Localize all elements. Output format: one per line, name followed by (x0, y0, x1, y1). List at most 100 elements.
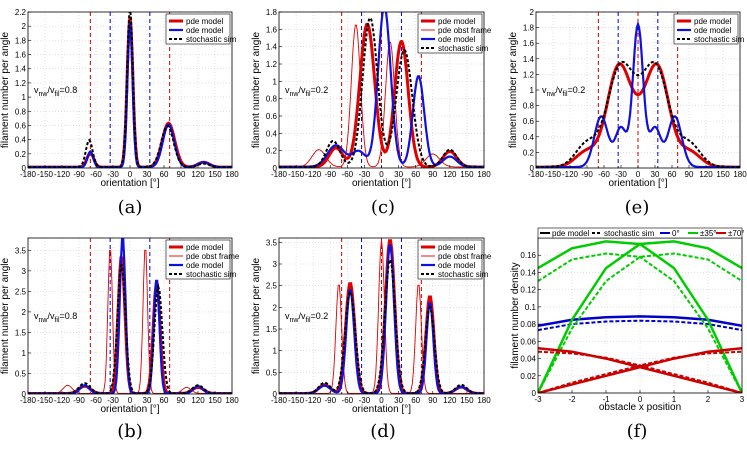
x-tick-label: 60 (160, 396, 169, 405)
x-tick-label: -3 (534, 395, 542, 404)
panel-caption: (a) (118, 197, 143, 218)
x-tick-label: -120 (54, 396, 71, 405)
x-tick-label: 90 (428, 396, 437, 405)
y-tick-label: 2 (22, 22, 27, 31)
x-tick-label: 30 (651, 170, 660, 179)
panel-f: -3 -2 -1 0 1 2 3 0 0.02 0.04 0.06 0.08 0.1 0.12 0.14 0.… (510, 227, 745, 442)
legend-label: stochastic sim (186, 35, 237, 44)
y-tick-label: 0.1 (525, 303, 537, 312)
x-tick-label: -30 (107, 396, 119, 405)
legend-label: pde model (552, 229, 590, 238)
x-tick-label: -120 (562, 170, 579, 179)
x-tick-label: 0 (636, 170, 641, 179)
y-tick-label: 0 (530, 164, 535, 173)
x-axis-label: orientation [°] (352, 178, 411, 189)
panel-c: -180 -150 -120 -90 -60 -30 0 30 60 90 120 150 180 0 0.… (251, 8, 492, 218)
legend-label: pde model (186, 243, 224, 252)
y-tick-label: 1.6 (15, 51, 27, 60)
y-tick-label: 2 (530, 8, 535, 17)
series-line (538, 346, 742, 393)
legend-label: pde obst frame (186, 252, 240, 261)
x-tick-label: -90 (324, 396, 336, 405)
y-tick-label: 1.4 (523, 55, 535, 64)
y-tick-label: 0.2 (15, 150, 27, 159)
y-tick-label: 3.5 (266, 238, 278, 247)
x-tick-label: -150 (545, 170, 562, 179)
x-axis-label: orientation [°] (352, 404, 411, 415)
y-tick-label: 1.8 (266, 8, 278, 17)
legend-label: pde obst frame (438, 252, 492, 261)
y-tick-label: 1.4 (15, 65, 27, 74)
x-tick-label: 150 (208, 396, 222, 405)
y-axis-label: filament number per angle (0, 257, 11, 374)
y-tick-label: 1.2 (266, 60, 278, 69)
x-tick-label: 0 (128, 396, 133, 405)
y-tick-label: 1.8 (15, 36, 27, 45)
x-tick-label: 150 (460, 170, 474, 179)
x-tick-label: 150 (716, 170, 730, 179)
x-tick-label: -60 (90, 170, 102, 179)
y-tick-label: 0.08 (520, 320, 536, 329)
y-tick-label: 0.4 (523, 133, 535, 142)
panel-caption: (c) (371, 197, 395, 218)
panel-e: -180 -150 -120 -90 -60 -30 0 30 60 90 120 150 180 0 0.… (508, 8, 747, 218)
x-tick-label: 120 (191, 170, 205, 179)
legend-label: ±35° (700, 229, 717, 238)
y-tick-label: 0 (273, 390, 278, 399)
panel-caption: (e) (625, 197, 650, 218)
y-tick-label: 0 (22, 390, 27, 399)
y-tick-label: 1.8 (523, 24, 535, 33)
y-tick-label: 0.2 (266, 147, 278, 156)
legend-box (537, 227, 743, 239)
y-tick-label: 0.8 (15, 107, 27, 116)
y-tick-label: 1.4 (266, 43, 278, 52)
x-tick-label: 180 (225, 396, 239, 405)
y-tick-label: 2.5 (15, 287, 27, 296)
y-axis-label: filament number per angle (251, 257, 262, 374)
series-stochastic-sim (28, 264, 232, 394)
y-tick-label: 1.2 (15, 79, 27, 88)
y-tick-label: 1.6 (266, 25, 278, 34)
panel-caption: (b) (117, 421, 143, 442)
x-tick-label: -180 (271, 170, 288, 179)
y-tick-label: 0 (22, 164, 27, 173)
x-tick-label: -30 (359, 396, 371, 405)
y-tick-label: 0.14 (520, 268, 536, 277)
y-tick-label: 0.5 (15, 369, 27, 378)
x-tick-label: -180 (20, 396, 37, 405)
velocity-ratio-annotation: vnw/vfil=0.8 (34, 311, 77, 324)
y-tick-label: 0.4 (266, 129, 278, 138)
y-tick-label: 0.16 (520, 251, 536, 260)
legend-label: stochastic sim (694, 35, 745, 44)
y-tick-label: 0.6 (15, 121, 27, 130)
series-line (538, 252, 742, 393)
y-tick-label: 3.5 (15, 246, 27, 255)
x-tick-label: 3 (740, 395, 745, 404)
series-line (538, 240, 742, 393)
y-tick-label: 1.2 (523, 70, 535, 79)
x-tick-label: 30 (143, 396, 152, 405)
panel-caption: (d) (370, 421, 396, 442)
legend-label: ode model (186, 261, 224, 270)
x-tick-label: 60 (411, 396, 420, 405)
series-stochastic-sim (536, 60, 740, 168)
x-tick-label: -60 (90, 396, 102, 405)
x-tick-label: 1 (672, 395, 677, 404)
x-tick-label: -60 (342, 170, 354, 179)
x-tick-label: 120 (443, 396, 457, 405)
plot-area (538, 240, 742, 393)
x-tick-label: 90 (177, 396, 186, 405)
x-tick-label: 0 (379, 170, 384, 179)
y-tick-label: 2 (22, 308, 27, 317)
x-tick-label: 150 (208, 170, 222, 179)
x-tick-label: 180 (477, 396, 491, 405)
legend-label: pde obst frame (438, 26, 492, 35)
x-tick-label: -150 (288, 396, 305, 405)
x-tick-label: -1 (602, 395, 610, 404)
legend-label: stochastic sim (438, 44, 489, 53)
y-tick-label: 1.6 (523, 39, 535, 48)
x-tick-label: -2 (568, 395, 576, 404)
y-tick-label: 3 (273, 260, 278, 269)
